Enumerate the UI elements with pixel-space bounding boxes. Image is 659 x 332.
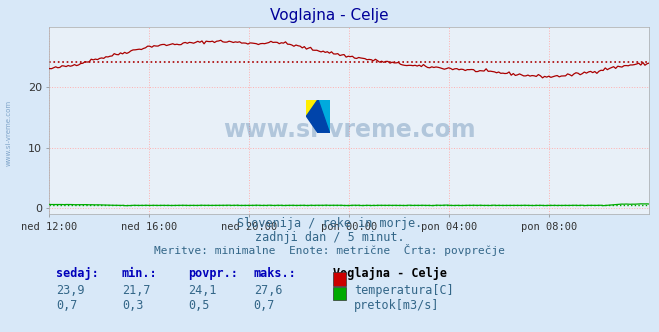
Text: 0,3: 0,3 xyxy=(122,299,143,312)
Text: 23,9: 23,9 xyxy=(56,284,84,297)
Text: www.si-vreme.com: www.si-vreme.com xyxy=(5,100,11,166)
Text: 0,7: 0,7 xyxy=(254,299,275,312)
Text: maks.:: maks.: xyxy=(254,267,297,280)
Text: 21,7: 21,7 xyxy=(122,284,150,297)
Text: 27,6: 27,6 xyxy=(254,284,282,297)
Text: sedaj:: sedaj: xyxy=(56,267,99,280)
Polygon shape xyxy=(306,100,318,116)
Text: pretok[m3/s]: pretok[m3/s] xyxy=(354,299,440,312)
Text: 0,7: 0,7 xyxy=(56,299,77,312)
Polygon shape xyxy=(318,100,330,133)
Text: Voglajna - Celje: Voglajna - Celje xyxy=(270,8,389,23)
Text: 24,1: 24,1 xyxy=(188,284,216,297)
Text: 0,5: 0,5 xyxy=(188,299,209,312)
Text: www.si-vreme.com: www.si-vreme.com xyxy=(223,118,476,142)
Text: Slovenija / reke in morje.: Slovenija / reke in morje. xyxy=(237,217,422,230)
Text: povpr.:: povpr.: xyxy=(188,267,238,280)
Text: Meritve: minimalne  Enote: metrične  Črta: povprečje: Meritve: minimalne Enote: metrične Črta:… xyxy=(154,244,505,256)
Text: min.:: min.: xyxy=(122,267,158,280)
Text: Voglajna - Celje: Voglajna - Celje xyxy=(333,267,447,280)
Text: zadnji dan / 5 minut.: zadnji dan / 5 minut. xyxy=(254,231,405,244)
Text: temperatura[C]: temperatura[C] xyxy=(354,284,453,297)
Polygon shape xyxy=(306,100,330,133)
